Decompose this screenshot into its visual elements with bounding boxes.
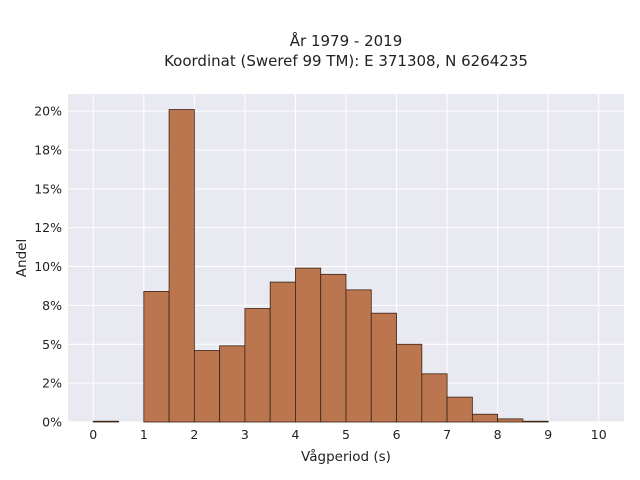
- x-tick-label: 9: [544, 427, 552, 442]
- x-tick-label: 3: [241, 427, 249, 442]
- y-tick-label: 10%: [34, 259, 62, 274]
- histogram-bar: [92, 420, 119, 423]
- chart-title-line-1: År 1979 - 2019: [290, 31, 403, 50]
- x-tick-label: 7: [443, 427, 451, 442]
- chart-title-line-2: Koordinat (Sweref 99 TM): E 371308, N 62…: [164, 52, 528, 70]
- histogram-bar: [244, 308, 271, 423]
- x-tick-label: 2: [190, 427, 198, 442]
- y-tick-label: 0%: [42, 415, 62, 430]
- histogram-bar: [497, 418, 524, 423]
- x-tick-label: 6: [393, 427, 401, 442]
- histogram-bar: [471, 413, 499, 423]
- histogram-bar: [522, 420, 549, 423]
- y-tick-label: 15%: [34, 181, 62, 196]
- x-axis-label: Vågperiod (s): [301, 448, 391, 465]
- y-tick-label: 12%: [34, 220, 62, 235]
- x-tick-label: 10: [591, 427, 607, 442]
- x-tick-label: 4: [291, 427, 299, 442]
- histogram-bar: [269, 281, 296, 423]
- histogram-bar: [320, 273, 347, 423]
- histogram-bar: [143, 291, 170, 423]
- x-tick-label: 5: [342, 427, 350, 442]
- histogram-bar: [295, 267, 322, 423]
- histogram-bar: [345, 289, 372, 423]
- y-tick-label: 2%: [42, 376, 62, 391]
- y-tick-label: 8%: [42, 298, 62, 313]
- y-tick-label: 18%: [34, 142, 62, 157]
- histogram-bar: [370, 312, 397, 423]
- x-tick-label: 8: [494, 427, 502, 442]
- histogram-bar: [168, 109, 195, 423]
- y-tick-label: 20%: [34, 104, 62, 119]
- histogram-bar: [219, 345, 246, 423]
- tick-labels: 0 1 2 3 4 5 6 7 8 9 10 0% 2% 5% 8% 10% 12% 15% 18% 20%: [34, 104, 607, 442]
- y-axis-label: Andel: [14, 239, 30, 277]
- histogram-bar: [421, 373, 448, 423]
- x-tick-label: 0: [89, 427, 97, 442]
- histogram-bar: [193, 350, 221, 423]
- y-tick-label: 5%: [42, 337, 62, 352]
- histogram-bar: [396, 343, 423, 423]
- bars: [92, 109, 549, 423]
- histogram-bar: [446, 396, 473, 423]
- x-tick-label: 1: [140, 427, 148, 442]
